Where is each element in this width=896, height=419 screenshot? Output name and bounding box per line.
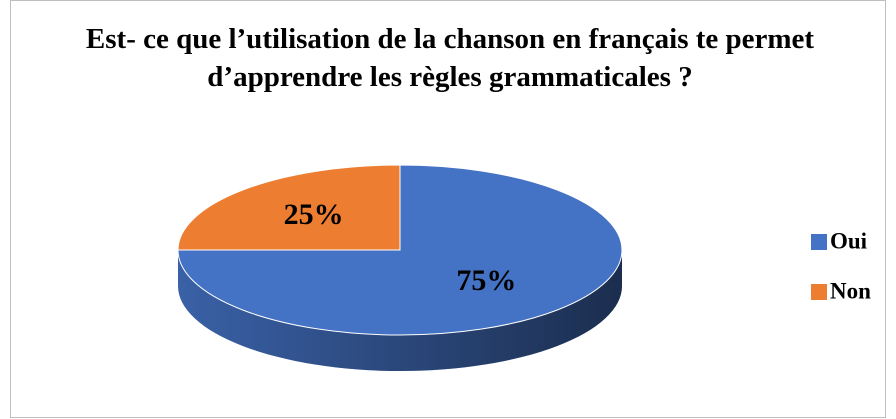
slice [177, 164, 401, 251]
legend-label: Oui [830, 228, 868, 253]
chart-title: Est- ce que l’utilisation de la chanson … [85, 23, 815, 93]
legend-label: Non [830, 278, 871, 303]
slice [177, 164, 623, 336]
legend-swatch [811, 284, 827, 300]
data-label: 75% [456, 264, 516, 297]
data-label: 25% [284, 198, 344, 231]
slice-side-shade [178, 250, 622, 371]
legend-swatch [811, 234, 827, 250]
